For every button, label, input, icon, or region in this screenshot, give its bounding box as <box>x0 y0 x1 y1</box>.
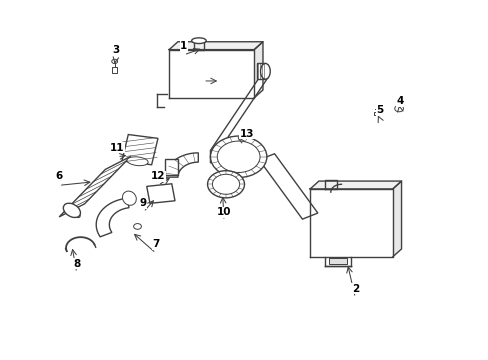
Circle shape <box>210 136 266 177</box>
Bar <box>373 112 382 115</box>
Polygon shape <box>254 42 263 98</box>
Text: 12: 12 <box>150 171 165 181</box>
Text: 5: 5 <box>375 105 383 115</box>
Text: 8: 8 <box>73 259 80 269</box>
Polygon shape <box>165 158 178 175</box>
Text: 9: 9 <box>140 198 146 208</box>
Ellipse shape <box>260 63 270 79</box>
Bar <box>112 67 117 73</box>
Polygon shape <box>256 63 265 79</box>
Polygon shape <box>309 189 392 257</box>
Bar <box>122 135 158 165</box>
Polygon shape <box>96 198 129 237</box>
Polygon shape <box>59 156 131 217</box>
Ellipse shape <box>191 38 206 44</box>
Polygon shape <box>165 153 198 177</box>
Polygon shape <box>392 181 401 257</box>
Polygon shape <box>309 181 401 189</box>
Text: 7: 7 <box>152 239 160 249</box>
Text: 3: 3 <box>112 45 119 55</box>
Circle shape <box>133 224 141 229</box>
Bar <box>146 184 175 203</box>
Polygon shape <box>259 154 317 219</box>
Circle shape <box>212 174 239 194</box>
Ellipse shape <box>127 157 148 166</box>
Text: 4: 4 <box>396 96 403 107</box>
Circle shape <box>112 59 117 64</box>
Text: 1: 1 <box>180 41 187 51</box>
Ellipse shape <box>68 207 80 218</box>
Ellipse shape <box>122 191 136 205</box>
Text: 6: 6 <box>55 171 62 181</box>
Circle shape <box>217 141 260 172</box>
Text: 10: 10 <box>216 207 231 217</box>
Polygon shape <box>210 65 267 163</box>
Bar <box>328 258 346 264</box>
Polygon shape <box>169 42 263 50</box>
Text: 11: 11 <box>110 143 124 153</box>
Ellipse shape <box>63 203 81 217</box>
Polygon shape <box>169 50 254 98</box>
Text: 13: 13 <box>239 129 254 139</box>
Circle shape <box>207 171 244 198</box>
Circle shape <box>394 105 403 112</box>
Text: 2: 2 <box>351 284 358 294</box>
